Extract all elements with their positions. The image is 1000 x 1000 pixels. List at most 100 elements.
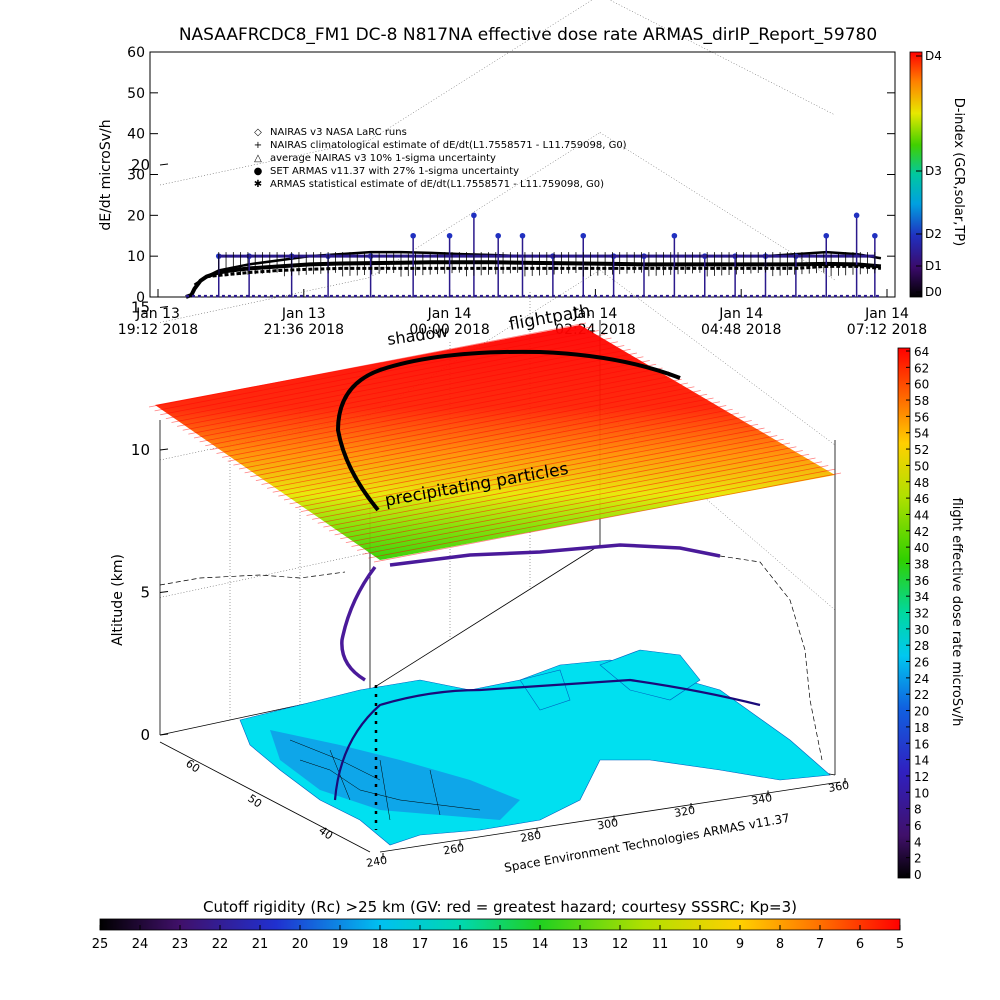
armas-point [410, 232, 416, 239]
rc-tick-label: 14 [532, 937, 549, 952]
slab-hatch-line [267, 401, 720, 489]
dose-slab [148, 322, 842, 563]
dose-label: flight effective dose rate microSv/h [949, 498, 964, 727]
x-tick-label: 07:12 2018 [847, 322, 927, 338]
grid-line [369, 0, 593, 141]
slab-hatch-line [362, 465, 829, 555]
dindex-label: D-index (GCR,solar,TP) [951, 98, 966, 246]
longitude-tick-label: 280 [519, 829, 542, 845]
legend-entry: SET ARMAS v11.37 with 27% 1-sigma uncert… [270, 166, 519, 177]
slab-hatch-line [373, 472, 842, 563]
altitude-axis: 0 5 10 15 20 [131, 156, 169, 744]
rc-tick-label: 9 [736, 937, 744, 952]
armas-point [823, 232, 830, 239]
timeseries-marks [185, 212, 882, 299]
longitude-tick-label: 360 [827, 779, 850, 795]
dindex-tick-label: D4 [925, 49, 942, 63]
slab-hatch-line [334, 446, 797, 536]
legend-symbol: + [254, 140, 262, 151]
dose-tick-label: 50 [914, 459, 929, 473]
longitude-tick-label: 320 [673, 804, 696, 820]
slab-hatch-line [289, 416, 746, 505]
dindex-colorbar: D4 D3 D2 D1 D0 D-index (GCR,solar,TP) [909, 49, 966, 299]
altitude-label: Altitude (km) [110, 554, 126, 646]
dose-tick-label: 58 [914, 394, 929, 408]
slab-hatch-line [227, 375, 676, 462]
slab-hatch-line [351, 457, 816, 547]
legend-entry: ARMAS statistical estimate of dE/dt(L1.7… [270, 179, 604, 190]
rc-tick-label: 24 [132, 937, 149, 952]
y-tick-label: 50 [127, 86, 145, 102]
dose-tick-label: 14 [914, 754, 929, 768]
altitude-tick-label: 10 [131, 441, 150, 459]
rc-tick-label: 5 [896, 937, 904, 952]
slab-hatch-line [216, 367, 663, 454]
dose-tick-label: 64 [914, 345, 929, 359]
chart-title: NASAAFRCDC8_FM1 DC-8 N817NA effective do… [179, 25, 877, 45]
dose-tick-label: 6 [914, 819, 922, 833]
slab-hatch-line [233, 378, 682, 466]
grid-line [609, 0, 836, 116]
dose-colorbar: 0246810121416182022242628303234363840424… [897, 345, 964, 882]
dose-tick-label: 22 [914, 688, 929, 702]
rc-tick-label: 6 [856, 937, 864, 952]
dose-tick-label: 48 [914, 476, 929, 490]
dindex-tick-label: D2 [925, 227, 942, 241]
longitude-axis-line [379, 781, 841, 853]
y-tick-label: 60 [127, 45, 145, 61]
slab-hatch-line [160, 330, 599, 416]
y-tick-label: 0 [136, 290, 145, 306]
slab-hatch-line [250, 390, 701, 478]
dose-tick-label: 30 [914, 623, 929, 637]
rc-label: Cutoff rigidity (Rc) >25 km (GV: red = g… [203, 898, 797, 916]
legend-entry: NAIRAS v3 NASA LaRC runs [270, 127, 407, 138]
dose-tick-label: 42 [914, 525, 929, 539]
altitude-tick-label: 0 [140, 726, 150, 744]
dose-tick-label: 32 [914, 607, 929, 621]
dose-tick-label: 56 [914, 410, 929, 424]
grid-line [599, 269, 836, 446]
altitude-tick-label: 20 [131, 156, 150, 174]
dose-ticks: 0246810121416182022242628303234363840424… [906, 345, 929, 882]
rc-tick-label: 7 [816, 937, 824, 952]
slab-hatch-line [278, 408, 733, 497]
dindex-bar [909, 51, 923, 298]
dindex-ticks: D4 D3 D2 D1 D0 [916, 49, 942, 299]
rc-tick-label: 23 [172, 937, 189, 952]
slab-hatch-line [188, 348, 631, 435]
y-tick-label: 30 [127, 168, 145, 184]
credit-text: Space Environment Technologies ARMAS v11… [503, 811, 791, 875]
dose-tick-label: 60 [914, 378, 929, 392]
dose-tick-label: 24 [914, 672, 929, 686]
land-mass-americas [239, 659, 831, 846]
flight-path [335, 349, 681, 512]
rc-tick-label: 18 [372, 937, 389, 952]
armas-point [853, 212, 860, 219]
armas-point [671, 232, 678, 239]
altitude-tick [159, 733, 169, 736]
legend-entry: average NAIRAS v3 10% 1-sigma uncertaint… [270, 153, 496, 164]
rc-tick-label: 15 [492, 937, 509, 952]
x-tick-label: Jan 13 [281, 306, 326, 322]
slab-hatch-line [261, 397, 714, 485]
altitude-tick [159, 591, 169, 593]
dose-tick-label: 36 [914, 574, 929, 588]
dose-tick-label: 10 [914, 786, 929, 800]
ground-track [159, 555, 823, 761]
x-tick-label: Jan 14 [427, 306, 472, 322]
rc-tick-label: 11 [652, 937, 669, 952]
legend-symbol: ● [254, 166, 263, 177]
dose-tick-label: 2 [914, 852, 922, 866]
y-tick-label: 40 [127, 127, 145, 143]
label-shadow: shadow [386, 322, 449, 349]
slab-hatch-line [306, 427, 765, 516]
altitude-tick [159, 163, 169, 166]
slab-hatch-line [148, 322, 587, 408]
rc-tick-label: 19 [332, 937, 349, 952]
slab-hatch-line [328, 442, 791, 532]
dindex-tick-label: D0 [925, 285, 942, 299]
map-track [333, 678, 761, 801]
dose-tick-label: 4 [914, 835, 922, 849]
